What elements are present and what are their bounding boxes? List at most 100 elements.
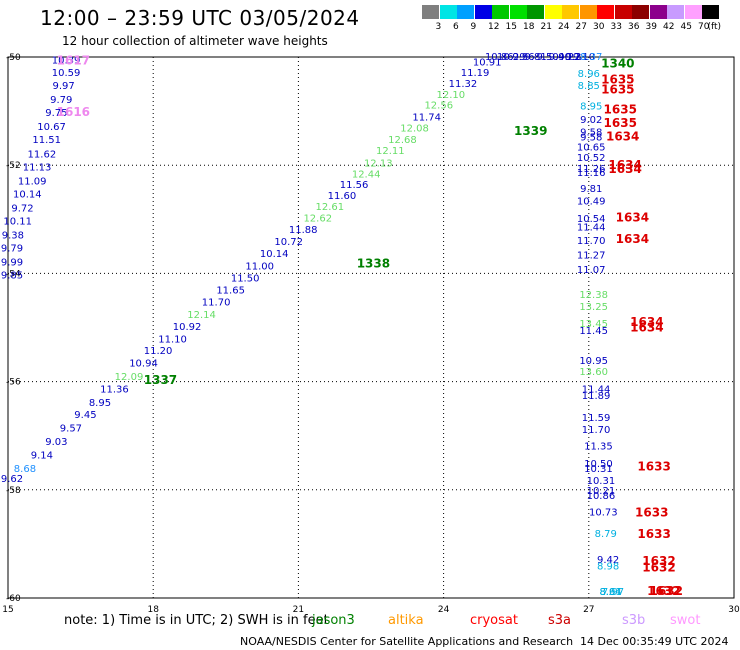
track-number-label: 1617 (57, 54, 90, 68)
color-scale-tick: 9 (470, 22, 477, 32)
color-swatch (632, 5, 649, 19)
wave-height-value: 9.50 (537, 52, 559, 63)
wave-height-value: 9.72 (11, 203, 33, 214)
wave-height-value: 9.03 (45, 437, 67, 448)
wave-height-value: 9.81 (524, 52, 546, 63)
axis-tick-labels: 15 18 21 24 27 30 -50 -52 -54 -56 -58 -60 (2, 53, 740, 615)
credit-line: NOAA/NESDIS Center for Satellite Applica… (240, 635, 574, 648)
color-scale-tick: 18 (523, 22, 535, 32)
footnote: note: 1) Time is in UTC; 2) SWH is in fe… (64, 613, 329, 628)
wave-height-value: 12.14 (187, 310, 216, 321)
wave-height-value: 10.95 (579, 356, 608, 367)
color-swatch (544, 5, 562, 19)
track-number-label: 1632 (642, 561, 675, 575)
subtitle: 12 hour collection of altimeter wave hei… (62, 34, 328, 48)
track-number-label: 1635 (601, 82, 634, 96)
wave-height-value: 10.59 (52, 68, 81, 79)
color-swatch (422, 5, 439, 19)
wave-height-value: 9.02 (580, 115, 602, 126)
track-number-label: 1633 (637, 459, 670, 473)
wave-height-value: 9.97 (53, 81, 75, 92)
color-scale-tick: 12 (488, 22, 500, 32)
wave-height-value: 13.45 (579, 319, 608, 330)
color-swatch (597, 5, 614, 19)
track-number-label: 1634 (630, 315, 663, 329)
wave-height-value: 12.09 (115, 372, 144, 383)
color-swatch (684, 5, 702, 19)
y-tick-label: -60 (6, 594, 21, 604)
wave-height-value: 11.16 (577, 168, 606, 179)
wave-height-value: 11.56 (340, 180, 369, 191)
color-swatch (562, 5, 579, 19)
x-tick-label: 30 (728, 605, 740, 615)
wave-height-value: 8.95 (89, 398, 111, 409)
wave-height-value: 13.60 (579, 367, 608, 378)
y-tick-label: -50 (6, 53, 21, 63)
wave-height-value: 9.58 (580, 133, 602, 144)
wave-height-value: 10.29 (497, 52, 526, 63)
wave-height-value: 9.81 (580, 184, 602, 195)
color-scale-tick: 70 (698, 22, 710, 32)
wave-height-value: 11.59 (582, 413, 611, 424)
color-swatch (492, 5, 509, 19)
color-swatch (702, 5, 719, 19)
wave-height-value: 11.44 (577, 222, 606, 233)
wave-height-value: 11.35 (584, 441, 613, 452)
color-scale-tick: 39 (645, 22, 657, 32)
wave-height-value: 11.74 (412, 113, 441, 124)
wave-height-value: 10.14 (13, 189, 42, 200)
wave-height-value: 12.56 (424, 101, 453, 112)
y-tick-label: -52 (6, 161, 21, 171)
wave-height-value: 12.38 (579, 290, 608, 301)
color-swatch (457, 5, 474, 19)
satellite-legend-item: altika (388, 613, 424, 628)
wave-height-value: 11.10 (158, 334, 187, 345)
wave-height-value: 9.45 (74, 410, 96, 421)
wave-height-value: 11.89 (582, 391, 611, 402)
wave-height-value: 9.79 (1, 243, 23, 254)
track-number-label: 1635 (604, 102, 637, 116)
wave-height-value: 12.68 (388, 135, 417, 146)
track-number-label: 1634 (608, 158, 641, 172)
x-tick-label: 15 (2, 605, 13, 615)
wave-height-value: 11.44 (582, 385, 611, 396)
color-swatch (509, 5, 527, 19)
wave-height-value: 9.58 (580, 128, 602, 139)
satellite-legend-item: s3b (622, 613, 646, 628)
wave-height-value: 9.40 (549, 52, 571, 63)
color-swatch (527, 5, 544, 19)
wave-height-value: 9.38 (2, 230, 24, 241)
wave-height-value: 11.26 (577, 164, 606, 175)
track-number-label: 1635 (604, 116, 637, 130)
wave-height-value: 9.96 (512, 52, 534, 63)
wave-height-value: 10.50 (584, 459, 613, 470)
color-scale-tick: 6 (453, 22, 459, 32)
wave-height-value: 12.44 (352, 169, 381, 180)
wave-height-value: 9.99 (1, 257, 23, 268)
x-tick-label: 18 (147, 605, 159, 615)
wave-height-value: 11.20 (144, 346, 173, 357)
wave-height-value: 12.62 (303, 214, 332, 225)
color-swatch (474, 5, 492, 19)
wave-height-value: 11.36 (100, 385, 129, 396)
wave-height-value: 10.11 (3, 216, 32, 227)
color-swatch (614, 5, 632, 19)
wave-height-value: 8.68 (14, 464, 36, 475)
track-number-label: 1634 (606, 129, 639, 143)
x-tick-label: 24 (438, 605, 450, 615)
track-number-label: 1632 (642, 554, 675, 568)
track-number-label: 1632 (647, 584, 680, 598)
track-number-label: 1337 (144, 373, 177, 387)
y-tick-label: -56 (6, 378, 21, 388)
wave-height-value: 8.79 (595, 529, 617, 540)
wave-height-value: 10.91 (473, 57, 502, 68)
track-number-labels: 1617161613371338133913401635163516351635… (57, 54, 683, 598)
track-number-label: 1634 (608, 162, 641, 176)
wave-height-value: 9.75 (45, 108, 67, 119)
color-scale-tick: 21 (540, 22, 552, 32)
track-number-label: 1339 (514, 124, 547, 138)
wave-height-value: 11.65 (216, 286, 245, 297)
wave-height-value: 11.45 (579, 326, 608, 337)
wave-height-value: 12.61 (316, 202, 345, 213)
